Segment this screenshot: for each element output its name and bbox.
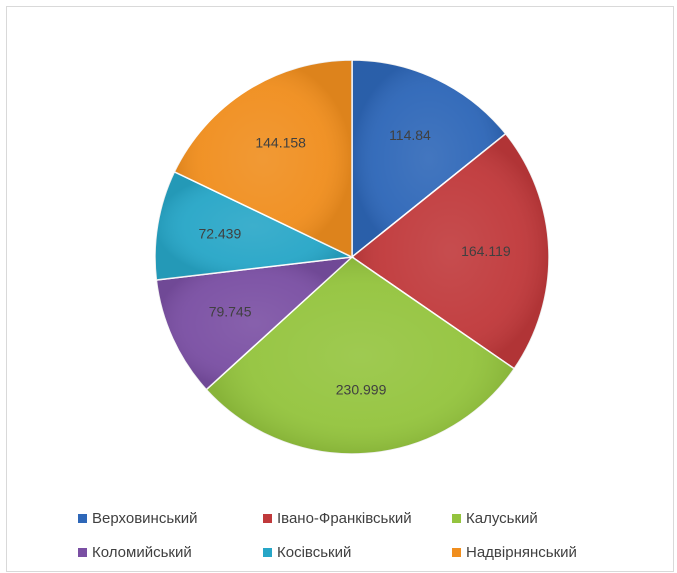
pie-slice-shading <box>352 60 506 257</box>
data-label-verkhovynskyi: 114.84 <box>389 127 431 143</box>
data-label-nadvirnianskyi: 144.158 <box>255 134 306 150</box>
pie-slice-shading <box>352 133 549 369</box>
pie-slice-shading <box>156 257 352 390</box>
pie-slice-shading <box>174 60 352 257</box>
data-label-ivano-frankivskyi: 164.119 <box>461 243 511 259</box>
data-label-kosivskyi: 72.439 <box>198 226 241 242</box>
pie-slice-shading <box>155 171 352 281</box>
data-label-kaluskyi: 230.999 <box>336 381 387 397</box>
pie-slice-shading <box>206 257 515 455</box>
data-label-kolomyiskyi: 79.745 <box>209 303 252 319</box>
